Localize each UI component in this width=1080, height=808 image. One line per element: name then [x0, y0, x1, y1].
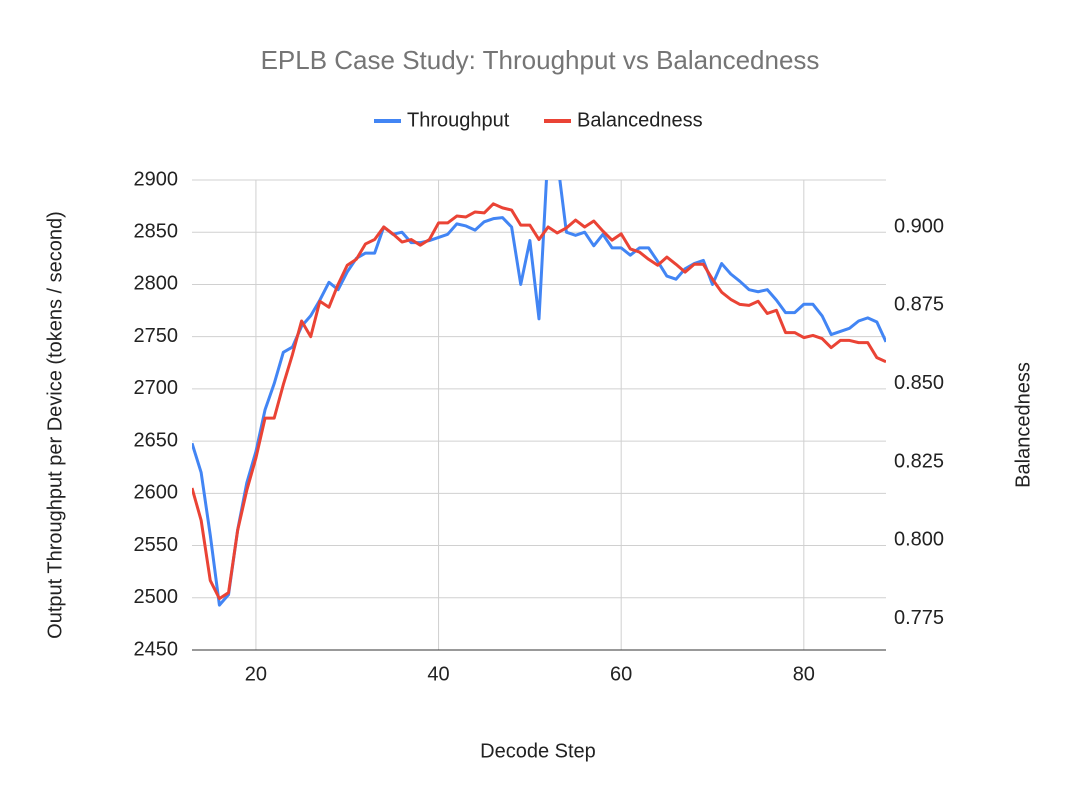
y-tick-label: 2700 — [134, 377, 179, 399]
y2-tick-label: 0.800 — [894, 529, 944, 551]
y-tick-label: 2600 — [134, 482, 179, 504]
x-axis-label: Decode Step — [480, 740, 596, 762]
y-tick-label: 2800 — [134, 273, 179, 295]
y2-tick-label: 0.875 — [894, 294, 944, 316]
series-line — [192, 202, 886, 601]
y-tick-label: 2650 — [134, 429, 179, 451]
y-tick-label: 2750 — [134, 325, 179, 347]
legend-label: Balancedness — [577, 109, 703, 131]
x-tick-label: 60 — [610, 663, 632, 685]
y2-axis-label: Balancedness — [1012, 362, 1034, 488]
chart-title: EPLB Case Study: Throughput vs Balancedn… — [261, 45, 820, 75]
y2-tick-label: 0.900 — [894, 215, 944, 237]
x-tick-label: 20 — [245, 663, 267, 685]
y-tick-label: 2500 — [134, 586, 179, 608]
series-line — [192, 180, 886, 607]
y2-tick-label: 0.825 — [894, 450, 944, 472]
y-axis-label: Output Throughput per Device (tokens / s… — [44, 211, 66, 639]
y-tick-label: 2450 — [134, 638, 179, 660]
y-tick-label: 2850 — [134, 221, 179, 243]
y-tick-label: 2550 — [134, 534, 179, 556]
x-tick-label: 40 — [427, 663, 449, 685]
y-tick-label: 2900 — [134, 168, 179, 190]
y2-tick-label: 0.850 — [894, 372, 944, 394]
y2-tick-label: 0.775 — [894, 607, 944, 629]
legend-label: Throughput — [407, 109, 510, 131]
x-tick-label: 80 — [793, 663, 815, 685]
